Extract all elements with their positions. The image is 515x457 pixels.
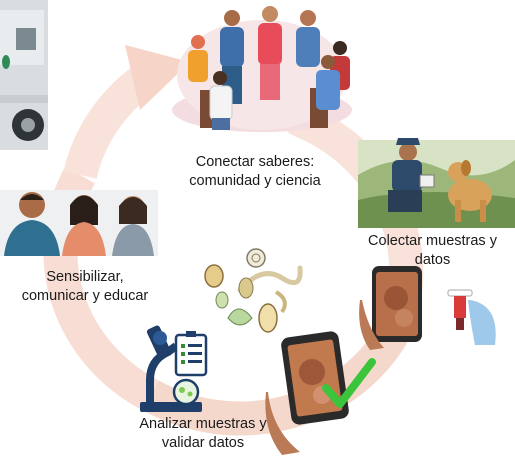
van-image bbox=[0, 0, 48, 150]
people-illustration bbox=[0, 190, 158, 256]
field-worker-with-dog-illustration bbox=[358, 138, 515, 228]
community-circle-illustration bbox=[172, 6, 352, 132]
step-analyze-label: Analizar muestras y validar datos bbox=[139, 416, 267, 451]
step-connect-label: Conectar saberes: comunidad y ciencia bbox=[189, 154, 321, 189]
step-collect-label: Colectar muestras y datos bbox=[368, 233, 497, 268]
phone-check-illustration bbox=[265, 331, 376, 455]
step-educate-label: Sensibilizar, comunicar y educar bbox=[21, 269, 149, 304]
parasites-illustration bbox=[204, 248, 303, 333]
phone-sample-illustration bbox=[359, 266, 496, 350]
microscope-icon bbox=[140, 325, 208, 412]
